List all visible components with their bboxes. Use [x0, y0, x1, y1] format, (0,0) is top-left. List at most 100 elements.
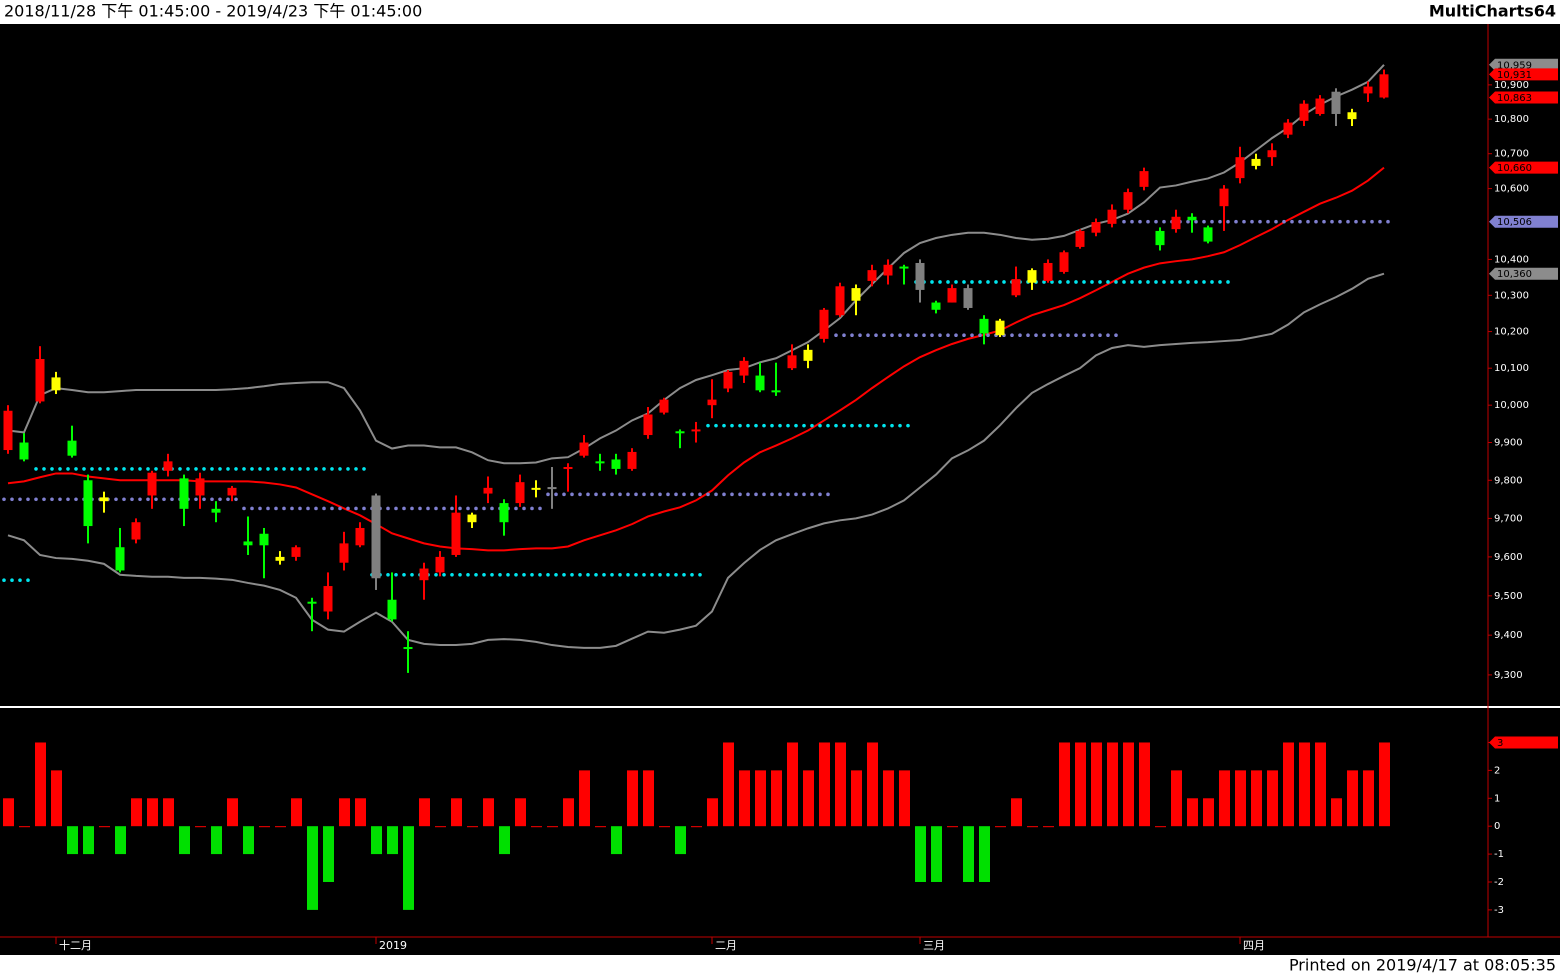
level-dot [762, 423, 766, 428]
level-dot [690, 492, 694, 497]
candle-body [883, 264, 893, 276]
histogram-bar [1027, 826, 1038, 828]
histogram-bar [1075, 742, 1086, 827]
level-dot [1178, 280, 1182, 284]
candle-body [1091, 222, 1101, 233]
level-dot [1138, 219, 1142, 224]
level-dot [1298, 219, 1302, 224]
candle-body [995, 320, 1005, 336]
level-dot [738, 492, 742, 497]
level-dot [202, 497, 206, 502]
level-dot [1186, 280, 1190, 284]
price-tag-label: 10,360 [1497, 269, 1532, 280]
histogram-bar [19, 826, 30, 828]
level-dot [482, 506, 486, 511]
level-dot [706, 423, 710, 428]
level-dot [474, 506, 478, 511]
y-tick-label: 1 [1494, 793, 1500, 804]
level-dot [306, 467, 310, 471]
level-dot [162, 497, 166, 502]
level-dot [298, 506, 302, 511]
histogram-bar [307, 826, 318, 910]
level-dot [322, 506, 326, 511]
level-dot [386, 506, 390, 511]
histogram-bar [483, 798, 494, 827]
level-dot [602, 572, 606, 577]
level-dot [842, 333, 846, 338]
histogram-bar [195, 826, 206, 828]
level-dot [114, 467, 118, 471]
level-dot [66, 497, 70, 502]
candle-body [1235, 157, 1245, 179]
candle-body [179, 478, 189, 509]
histogram-bar [1139, 742, 1150, 827]
level-dot [1322, 219, 1326, 224]
level-dot [1002, 280, 1006, 284]
level-dot [122, 497, 126, 502]
level-dot [394, 506, 398, 511]
candle-body [451, 512, 461, 555]
candle-body [659, 399, 669, 413]
level-dot [786, 492, 790, 497]
price-tag-label: 10,959 [1497, 60, 1532, 71]
level-dot [466, 506, 470, 511]
x-tick-label: 2019 [379, 939, 407, 952]
y-tick-label: 10,900 [1494, 80, 1529, 91]
level-dot [250, 506, 254, 511]
level-dot [250, 467, 254, 471]
level-dot [834, 423, 838, 428]
level-dot [898, 423, 902, 428]
histogram-bar [451, 798, 462, 827]
level-dot [906, 333, 910, 338]
level-dot [274, 506, 278, 511]
level-dot [418, 506, 422, 511]
candle-body [707, 399, 717, 406]
level-dot [1386, 219, 1390, 224]
level-dot [866, 423, 870, 428]
histogram-bar [851, 770, 862, 827]
histogram-bar [1107, 742, 1118, 827]
level-dot [58, 467, 62, 471]
level-dot [674, 572, 678, 577]
level-dot [402, 572, 406, 577]
x-tick-label: 二月 [715, 939, 737, 952]
level-dot [826, 492, 830, 497]
level-dot [962, 280, 966, 284]
histogram-bar [515, 798, 526, 827]
x-tick-label: 四月 [1243, 939, 1265, 952]
candle-body [547, 487, 557, 490]
level-dot [10, 578, 14, 583]
level-dot [434, 506, 438, 511]
level-dot [266, 467, 270, 471]
histogram-bar [1267, 770, 1278, 827]
level-dot [778, 423, 782, 428]
level-dot [154, 497, 158, 502]
candle-body [595, 461, 605, 464]
level-dot [1138, 280, 1142, 284]
level-dot [818, 423, 822, 428]
histogram-bar [1123, 742, 1134, 827]
level-dot [834, 333, 838, 338]
price-tag [1489, 91, 1558, 104]
level-dot [1050, 280, 1054, 284]
histogram-bar [771, 770, 782, 827]
histogram-bar [819, 742, 830, 827]
level-dot [978, 280, 982, 284]
candle-body [1187, 216, 1197, 221]
level-dot [930, 280, 934, 284]
histogram-bar [355, 798, 366, 827]
histogram-bar [867, 742, 878, 827]
level-dot [1114, 333, 1118, 338]
level-dot [594, 572, 598, 577]
level-dot [354, 467, 358, 471]
candle-body [211, 508, 221, 513]
candle-body [1283, 122, 1293, 135]
level-dot [130, 467, 134, 471]
level-dot [1242, 219, 1246, 224]
level-dot [1066, 280, 1070, 284]
price-tag [1489, 215, 1558, 228]
histogram-bar [643, 770, 654, 827]
candle-body [947, 288, 957, 303]
level-dot [1210, 219, 1214, 224]
